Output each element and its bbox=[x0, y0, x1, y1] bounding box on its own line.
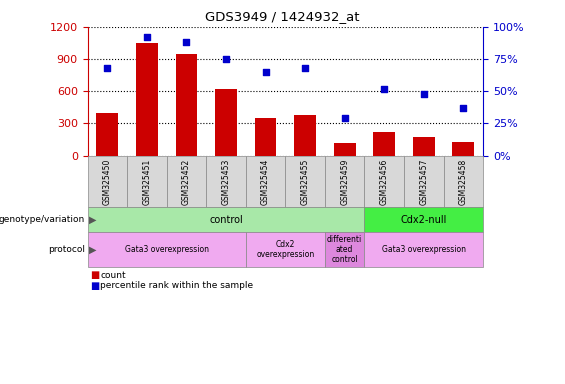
Bar bbox=[215, 89, 237, 156]
Text: GSM325453: GSM325453 bbox=[221, 158, 231, 205]
Text: GSM325454: GSM325454 bbox=[261, 158, 270, 205]
Bar bbox=[373, 132, 395, 156]
Text: GSM325456: GSM325456 bbox=[380, 158, 389, 205]
Text: control: control bbox=[209, 215, 243, 225]
Text: ■: ■ bbox=[90, 281, 99, 291]
Text: Cdx2
overexpression: Cdx2 overexpression bbox=[256, 240, 315, 259]
Text: GSM325459: GSM325459 bbox=[340, 158, 349, 205]
Text: percentile rank within the sample: percentile rank within the sample bbox=[100, 281, 253, 290]
Point bbox=[182, 39, 191, 45]
Text: count: count bbox=[100, 271, 125, 280]
Text: ▶: ▶ bbox=[89, 245, 97, 255]
Bar bbox=[294, 115, 316, 156]
Text: genotype/variation: genotype/variation bbox=[0, 215, 85, 224]
Text: ■: ■ bbox=[90, 270, 99, 280]
Text: Gata3 overexpression: Gata3 overexpression bbox=[382, 245, 466, 254]
Text: differenti
ated
control: differenti ated control bbox=[327, 235, 362, 265]
Text: Cdx2-null: Cdx2-null bbox=[401, 215, 447, 225]
Bar bbox=[97, 113, 118, 156]
Text: GSM325450: GSM325450 bbox=[103, 158, 112, 205]
Text: ▶: ▶ bbox=[89, 215, 97, 225]
Point bbox=[459, 105, 468, 111]
Point bbox=[340, 115, 349, 121]
Bar bbox=[334, 143, 355, 156]
Text: GSM325455: GSM325455 bbox=[301, 158, 310, 205]
Text: GSM325458: GSM325458 bbox=[459, 158, 468, 205]
Point bbox=[419, 91, 428, 97]
Bar bbox=[255, 118, 276, 156]
Point bbox=[221, 56, 231, 62]
Point bbox=[142, 34, 151, 40]
Bar bbox=[413, 137, 434, 156]
Text: protocol: protocol bbox=[48, 245, 85, 254]
Point bbox=[380, 86, 389, 92]
Text: GSM325457: GSM325457 bbox=[419, 158, 428, 205]
Text: GSM325452: GSM325452 bbox=[182, 158, 191, 205]
Text: Gata3 overexpression: Gata3 overexpression bbox=[125, 245, 208, 254]
Text: GSM325451: GSM325451 bbox=[142, 158, 151, 205]
Point bbox=[261, 69, 270, 75]
Bar bbox=[453, 142, 474, 156]
Bar bbox=[176, 54, 197, 156]
Point bbox=[103, 65, 112, 71]
Bar bbox=[136, 43, 158, 156]
Text: GDS3949 / 1424932_at: GDS3949 / 1424932_at bbox=[205, 10, 360, 23]
Point bbox=[301, 65, 310, 71]
